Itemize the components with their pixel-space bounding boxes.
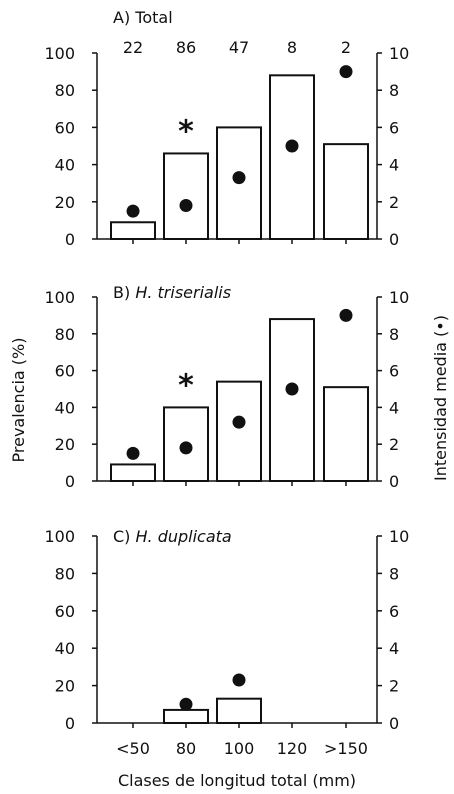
prevalence-bar [269, 74, 315, 240]
significance-marker: * [178, 368, 194, 403]
left-tick-label: 40 [55, 156, 75, 175]
right-tick-label: 10 [389, 288, 409, 307]
right-tick-label: 2 [389, 435, 399, 454]
right-tick-label: 0 [389, 230, 399, 249]
chart-panel-1: 0 20 40 60 80 100 0 2 4 6 8 10 A) Total 22 86 47 8 2 * [44, 8, 409, 249]
right-tick-label: 4 [389, 639, 399, 658]
intensity-point [179, 199, 193, 213]
intensity-point [339, 65, 353, 79]
left-tick-label: 80 [55, 81, 75, 100]
prevalence-bar [110, 221, 156, 240]
left-tick-label: 20 [55, 435, 75, 454]
intensity-point [232, 415, 246, 429]
left-tick-label: 60 [55, 362, 75, 381]
right-tick-label: 6 [389, 118, 399, 137]
x-axis-label: Clases de longitud total (mm) [118, 771, 356, 790]
right-tick-label: 4 [389, 156, 399, 175]
x-tick-label: 100 [224, 739, 255, 758]
left-tick-label: 40 [55, 639, 75, 658]
significance-marker: * [178, 114, 194, 149]
prevalence-bar [323, 386, 369, 482]
left-tick-label: 0 [65, 230, 75, 249]
right-tick-label: 8 [389, 81, 399, 100]
prevalence-bar [163, 708, 209, 724]
prevalence-bar [110, 463, 156, 483]
right-tick-label: 10 [389, 44, 409, 63]
y-axis-label-right: Intensidad media (•) [431, 315, 450, 481]
left-tick-label: 100 [44, 527, 75, 546]
x-tick-label: 120 [277, 739, 308, 758]
left-tick-label: 100 [44, 44, 75, 63]
panel-label: C) H. duplicata [113, 527, 232, 546]
right-tick-label: 6 [389, 362, 399, 381]
intensity-point [339, 308, 353, 322]
sample-size-label: 47 [229, 38, 249, 57]
prevalence-bar [269, 318, 315, 482]
panel-label: B) H. triserialis [113, 283, 231, 302]
intensity-point [232, 673, 246, 687]
intensity-point [126, 204, 140, 218]
right-tick-label: 6 [389, 602, 399, 621]
left-tick-label: 20 [55, 193, 75, 212]
right-tick-label: 0 [389, 472, 399, 491]
x-tick-label: 80 [176, 739, 196, 758]
prevalence-bar [216, 380, 262, 483]
right-tick-label: 4 [389, 398, 399, 417]
right-tick-label: 10 [389, 527, 409, 546]
y-axis-label-left: Prevalencia (%) [9, 338, 28, 463]
left-tick-label: 40 [55, 398, 75, 417]
sample-size-label: 22 [123, 38, 143, 57]
intensity-point [285, 382, 299, 396]
x-tick-label: <50 [116, 739, 150, 758]
left-tick-label: 0 [65, 472, 75, 491]
left-tick-label: 20 [55, 677, 75, 696]
left-tick-label: 0 [65, 714, 75, 733]
right-tick-label: 8 [389, 564, 399, 583]
panel-label-species: H. triserialis [135, 283, 231, 302]
prevalence-bar [216, 697, 262, 725]
sample-size-label: 8 [287, 38, 297, 57]
panel-label: A) Total [113, 8, 173, 27]
intensity-point [285, 139, 299, 153]
left-tick-label: 60 [55, 602, 75, 621]
right-tick-label: 2 [389, 677, 399, 696]
right-tick-label: 8 [389, 325, 399, 344]
x-tick-label: >150 [324, 739, 368, 758]
sample-size-label: 86 [176, 38, 196, 57]
right-tick-label: 2 [389, 193, 399, 212]
panel-label-species: H. duplicata [136, 527, 232, 546]
intensity-point [126, 446, 140, 460]
intensity-point [179, 697, 193, 711]
right-tick-label: 0 [389, 714, 399, 733]
left-tick-label: 80 [55, 564, 75, 583]
intensity-point [232, 171, 246, 185]
left-tick-label: 60 [55, 118, 75, 137]
prevalence-bar [323, 143, 369, 240]
intensity-point [179, 441, 193, 455]
left-tick-label: 100 [44, 288, 75, 307]
chart-panel-2: 0 20 40 60 80 100 0 2 4 6 8 10 B) H. triserialis * [44, 283, 409, 491]
left-tick-label: 80 [55, 325, 75, 344]
chart-panel-3: 0 20 40 60 80 100 0 2 4 6 8 10 C) H. duplicata <50 80 1… [44, 527, 409, 758]
prevalence-bar [163, 152, 209, 240]
sample-size-label: 2 [341, 38, 351, 57]
